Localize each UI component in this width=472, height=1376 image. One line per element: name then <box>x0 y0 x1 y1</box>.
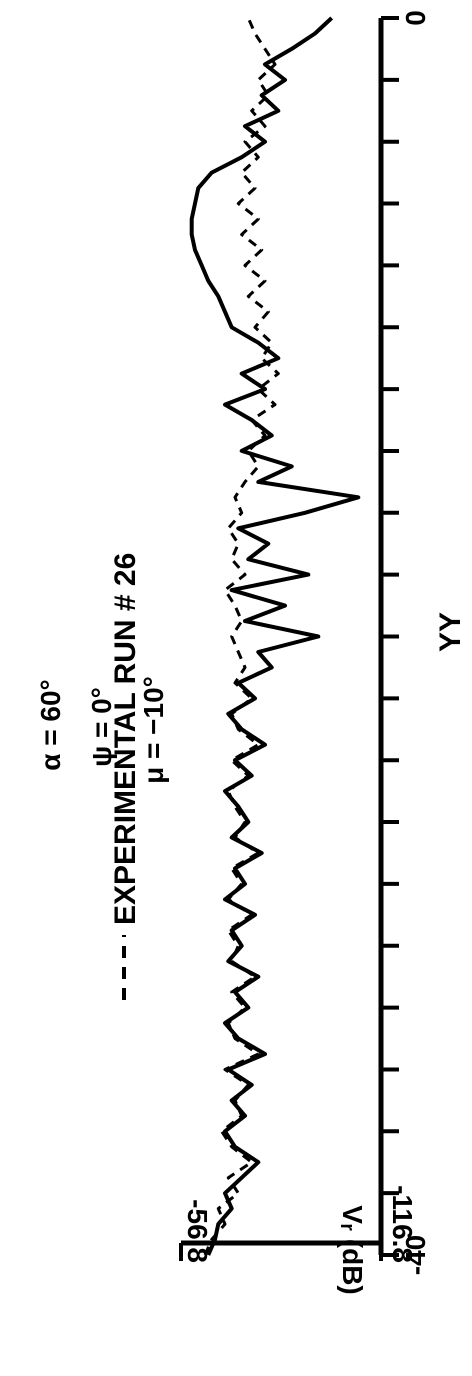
legend-label: EXPERIMENTAL RUN # 26 <box>109 553 142 925</box>
annotation-psi: ψ = 0° <box>86 687 117 767</box>
y-tick-label-top: -56.8 <box>182 1199 213 1263</box>
x-tick-label-start: -40 <box>400 1235 431 1275</box>
annotation-alpha: α = 60° <box>35 679 66 770</box>
legend: EXPERIMENTAL RUN # 26 <box>109 553 142 1000</box>
x-axis-title: YY <box>434 612 467 652</box>
solid-series-line <box>189 16 361 1256</box>
x-tick-label-end: 0 <box>400 10 431 26</box>
experimental-run-26-line <box>203 17 280 1256</box>
y-axis-title: Vᵣ (dB) <box>337 1205 368 1294</box>
text-layer: α = 60° ψ = 0° μ = −10° EXPERIMENTAL RUN… <box>35 10 467 1295</box>
annotation-mu: μ = −10° <box>138 676 169 784</box>
y-tick-label-bottom: -116.8 <box>387 1185 418 1263</box>
series-layer <box>189 16 361 1256</box>
axes <box>179 16 399 1261</box>
